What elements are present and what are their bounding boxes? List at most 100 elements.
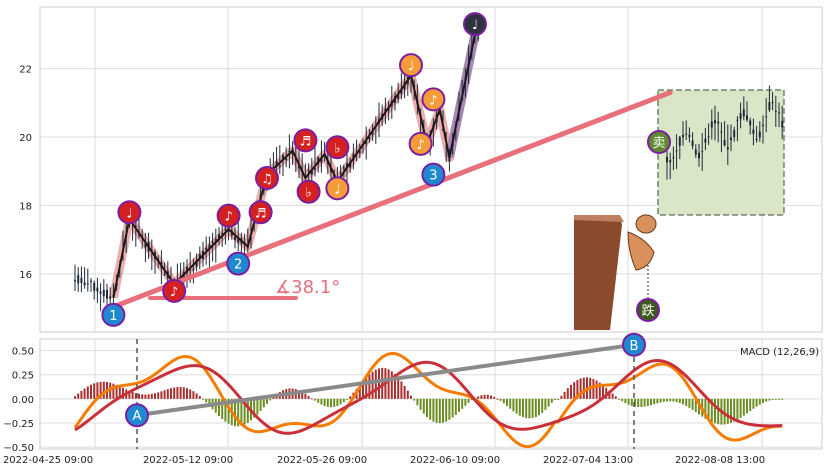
macd-bar [77,393,80,399]
macd-bar [406,390,409,399]
candle-body [736,119,739,121]
candle-body [714,120,716,124]
macd-bar [544,398,547,410]
marker-label: A [133,409,142,424]
candle-body [762,124,764,126]
macd-bar [83,388,86,399]
marker-circle [293,128,318,153]
price-marker: ♭ [296,179,321,204]
candle-body [774,110,777,112]
candle-body [109,296,112,299]
macd-bar [342,398,345,403]
price-marker: 3 [421,162,446,187]
price-marker: ♪ [216,203,241,228]
macd-bar [563,391,566,399]
macd-bar [678,398,681,404]
marker-label: B [630,339,639,354]
macd-bar [592,378,595,399]
y-tick-label: 20 [19,133,32,144]
x-tick-label: 2022-05-12 09:00 [143,455,233,466]
y-tick-label: 0.50 [12,347,34,358]
candle-body [102,289,105,297]
forecast-rect [657,89,785,216]
candle-body [694,149,697,155]
candle-body [77,275,80,284]
marker-circle [647,130,671,154]
macd-bar [195,393,198,399]
candle-body [342,167,345,169]
candle-body [346,163,348,167]
candle-body [80,277,83,283]
macd-bar [413,398,416,401]
macd-bar [259,398,262,412]
macd-bar [730,398,732,423]
macd-bar [96,382,99,399]
macd-bar [432,398,435,422]
candle-body [195,260,198,267]
macd-bar [768,398,771,401]
macd-bar [298,390,300,399]
macd-bar [208,398,211,406]
macd-bar [688,398,691,408]
marker-label: 跌 [641,303,654,319]
candle-body [771,102,774,104]
candle-body [710,121,713,128]
macd-bar [611,393,614,399]
macd-bar [99,381,102,399]
macd-bar [378,368,380,399]
candle-body [733,130,736,138]
macd-bar [189,389,192,399]
macd-bar [246,398,249,423]
candle-body [211,241,214,243]
macd-bar [419,398,422,410]
macd-bar [339,398,342,405]
price-markers: 1 ♩ ♪ 2 ♪ ♬ ♫ ♬ ♭ ♭ ♩ ♩ ♪ ♪ 3 ♩ 卖跌 [101,12,671,327]
price-marker: ♫ [255,166,279,191]
macd-bar [326,398,329,407]
macd-panel: 0.500.250.00−0.25−0.50 2022-04-25 09:00 2… [3,332,823,466]
x-tick-label: 2022-08-08 13:00 [675,455,765,466]
marker-circle [125,403,149,428]
macd-bar [310,398,313,400]
marker-circle [162,278,187,303]
macd-bar [186,388,188,399]
macd-bar [387,369,390,399]
macd-bar [102,381,105,399]
macd-bar [93,383,96,399]
marker-circle [622,332,646,357]
dog-body [627,231,655,271]
macd-bar [336,398,339,406]
macd-bar [576,379,579,399]
candle-body [275,161,278,167]
macd-bar [627,398,630,405]
macd-bar [86,386,89,399]
candle-body [106,289,108,299]
macd-bar [496,398,499,400]
macd-bar [646,398,649,406]
price-panel: 16 18 20 22 ∡38.1° 1 ♩ ♪ 2 ♪ ♬ ♫ ♬ ♭ ♭ ♩ ♩ ♪ ♪ 3 ♩ 卖跌 [19,6,823,333]
macd-bar [317,398,320,403]
macd-bar [170,388,172,399]
macd-bar [438,398,441,424]
candle-body [723,139,726,146]
candle-body [339,172,342,174]
macd-bar [685,398,688,406]
macd-bar [755,398,758,407]
macd-bar [531,398,534,419]
macd-bar [560,395,563,399]
candle-body [218,234,220,239]
candle-body [448,156,451,162]
macd-bar [746,398,748,414]
macd-bar [426,398,428,418]
macd-marker: A [125,403,149,428]
candle-body [317,157,320,164]
candle-body [691,140,694,146]
macd-bar [486,394,489,399]
candle-body [282,154,284,159]
macd-bar [115,384,118,399]
macd-bar [710,398,713,423]
candle-body [208,244,211,250]
candle-body [198,254,201,258]
dea-line [74,358,783,435]
macd-bar [624,398,627,404]
